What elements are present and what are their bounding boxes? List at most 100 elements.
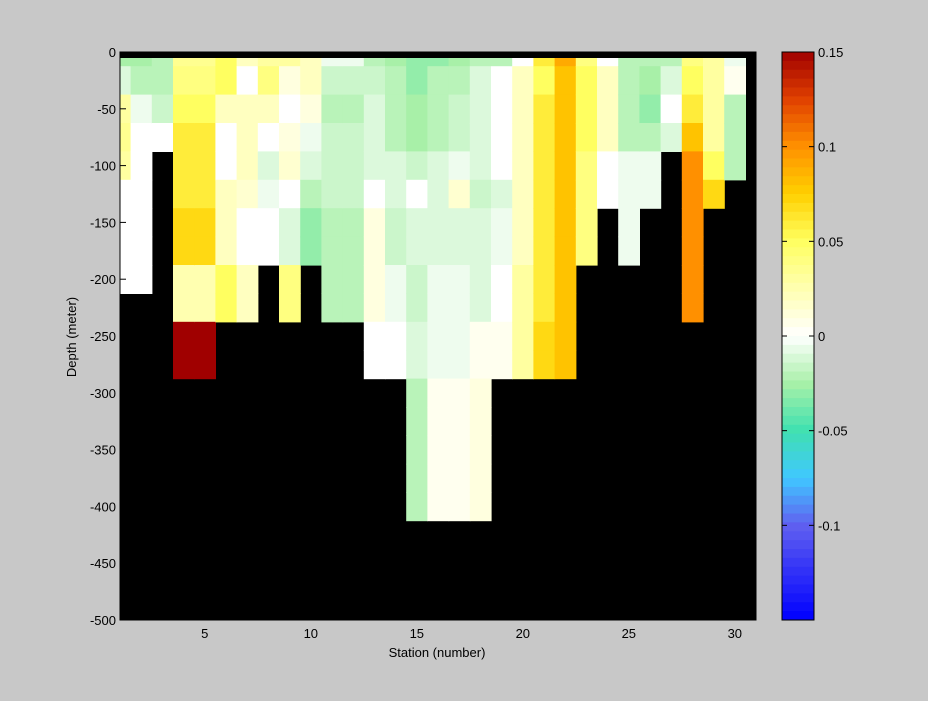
heatmap-cell <box>448 265 471 294</box>
heatmap-cell <box>724 123 746 152</box>
heatmap-cell <box>681 236 704 266</box>
heatmap-cell <box>427 123 450 152</box>
heatmap-cell <box>279 236 301 266</box>
heatmap-cell <box>406 293 428 323</box>
heatmap-cells <box>120 52 756 620</box>
heatmap-cell <box>491 179 513 209</box>
heatmap-cell <box>427 321 450 351</box>
heatmap-cell <box>215 151 238 181</box>
heatmap-cell <box>427 492 450 522</box>
heatmap-cell <box>406 265 428 294</box>
heatmap-cell <box>321 151 344 181</box>
heatmap-cell <box>236 179 259 209</box>
heatmap-cell <box>194 321 216 351</box>
colorbar-segment <box>782 247 814 257</box>
heatmap-cell <box>469 66 492 96</box>
heatmap-cell <box>120 123 132 152</box>
x-tick-label: 10 <box>304 626 318 641</box>
colorbar-segment <box>782 273 814 284</box>
heatmap-cell <box>512 293 534 323</box>
heatmap-cell <box>491 123 513 152</box>
heatmap-cell <box>173 66 195 96</box>
heatmap-cell <box>491 94 513 124</box>
heatmap-cell <box>151 123 174 152</box>
colorbar-segment <box>782 557 814 568</box>
heatmap-cell <box>173 236 195 266</box>
heatmap-cell <box>554 123 577 152</box>
heatmap-cell <box>279 179 301 209</box>
heatmap-cell <box>385 208 407 238</box>
colorbar-segment <box>782 220 814 231</box>
heatmap-cell <box>279 66 301 96</box>
heatmap-cell <box>554 151 577 181</box>
heatmap-cell <box>639 151 662 181</box>
heatmap-cell <box>533 208 556 238</box>
heatmap-cell <box>385 321 407 351</box>
heatmap-cell <box>618 151 640 181</box>
heatmap-cell <box>512 179 534 209</box>
heatmap-cell <box>385 350 407 380</box>
heatmap-cell <box>173 293 195 323</box>
heatmap-cell <box>151 94 174 124</box>
heatmap-cell <box>215 236 238 266</box>
colorbar-segment <box>782 389 814 399</box>
heatmap-cell <box>236 293 259 323</box>
y-tick-label: -350 <box>90 443 116 458</box>
heatmap-cell <box>703 94 725 124</box>
heatmap-cell <box>194 208 216 238</box>
heatmap-cell <box>597 123 619 152</box>
heatmap-cell <box>363 321 386 351</box>
heatmap-cell <box>215 208 238 238</box>
heatmap-cell <box>215 66 238 96</box>
heatmap-cell <box>363 208 386 238</box>
heatmap-cell <box>660 94 683 124</box>
colorbar-segment <box>782 531 814 541</box>
heatmap-cell <box>363 94 386 124</box>
colorbar-segment <box>782 371 814 381</box>
colorbar-segment <box>782 229 814 239</box>
heatmap-cell <box>491 208 513 238</box>
colorbar-segment <box>782 362 814 373</box>
heatmap-cell <box>406 407 428 436</box>
heatmap-cell <box>597 151 619 181</box>
heatmap-cell <box>257 94 280 124</box>
x-tick-label: 15 <box>410 626 424 641</box>
heatmap-cell <box>406 94 428 124</box>
heatmap-cell <box>660 123 683 152</box>
heatmap-cell <box>491 265 513 294</box>
heatmap-cell <box>363 236 386 266</box>
heatmap-cell <box>321 293 344 323</box>
colorbar-segment <box>782 52 814 62</box>
heatmap-cell <box>406 321 428 351</box>
heatmap-cell <box>279 94 301 124</box>
heatmap-cell <box>194 350 216 380</box>
heatmap-cell <box>575 66 598 96</box>
heatmap-cell <box>236 66 259 96</box>
heatmap-cell <box>427 66 450 96</box>
heatmap-cell <box>257 179 280 209</box>
heatmap-cell <box>512 350 534 380</box>
x-tick-label: 30 <box>728 626 742 641</box>
heatmap-cell <box>491 66 513 96</box>
heatmap-cell <box>681 293 704 323</box>
colorbar-segment <box>782 131 814 142</box>
heatmap-cell <box>194 123 216 152</box>
colorbar-segment <box>782 336 814 346</box>
heatmap-cell <box>427 265 450 294</box>
heatmap-cell <box>448 151 471 181</box>
heatmap-cell <box>194 265 216 294</box>
heatmap-cell <box>448 407 471 436</box>
colorbar-segment <box>782 380 814 390</box>
heatmap-cell <box>406 378 428 408</box>
heatmap-cell <box>533 179 556 209</box>
heatmap-cell <box>469 94 492 124</box>
heatmap-cell <box>385 293 407 323</box>
colorbar-segment <box>782 353 814 364</box>
heatmap-cell <box>448 378 471 408</box>
colorbar-segment <box>782 140 814 151</box>
heatmap-cell <box>236 151 259 181</box>
colorbar-segment <box>782 149 814 160</box>
heatmap-cell <box>491 293 513 323</box>
colorbar-segment <box>782 495 814 506</box>
heatmap-cell <box>639 94 662 124</box>
